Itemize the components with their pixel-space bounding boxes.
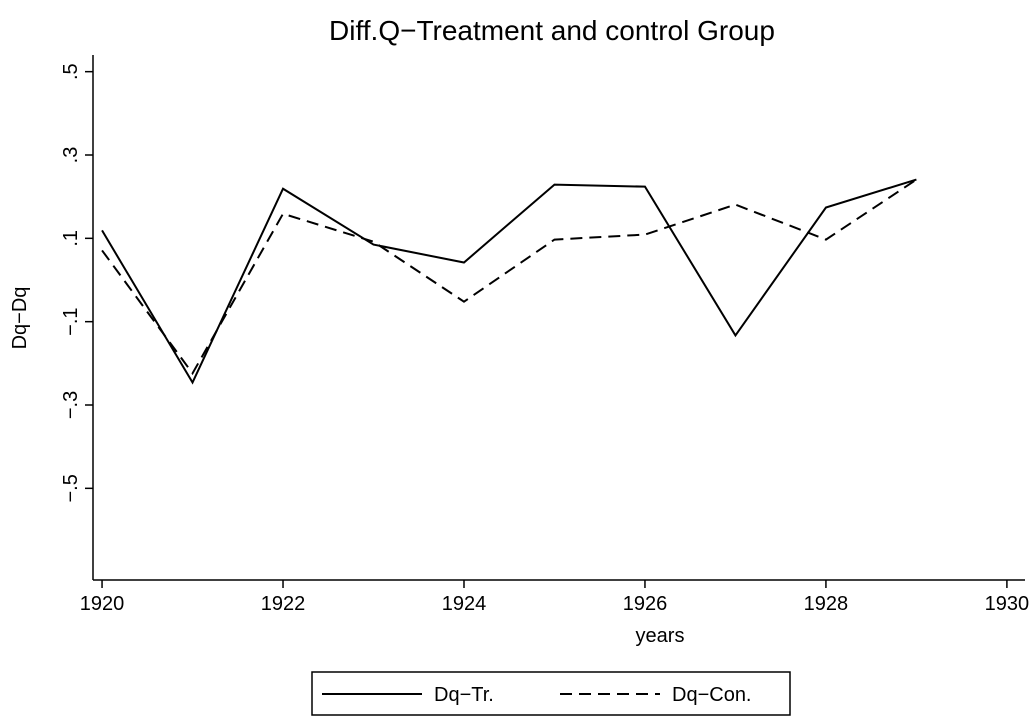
y-tick-label: .3 (60, 147, 82, 164)
legend-label: Dq−Con. (672, 684, 752, 706)
series-line (101, 178, 917, 376)
x-tick-label: 1930 (985, 593, 1030, 615)
legend-label: Dq−Tr. (434, 684, 494, 706)
y-tick-label: .5 (60, 63, 82, 80)
y-axis-label: Dq−Dq (9, 287, 31, 350)
chart-title: Diff.Q−Treatment and control Group (329, 15, 775, 46)
series-line (101, 178, 917, 385)
y-tick-label: .1 (60, 230, 82, 247)
x-tick-label: 1926 (623, 593, 668, 615)
x-axis-label: years (636, 625, 685, 647)
x-tick-label: 1928 (804, 593, 849, 615)
x-tick-label: 1922 (261, 593, 306, 615)
y-tick-label: −.1 (60, 307, 82, 335)
y-tick-label: −.3 (60, 391, 82, 419)
x-tick-label: 1924 (442, 593, 487, 615)
x-tick-label: 1920 (80, 593, 125, 615)
y-tick-label: −.5 (60, 474, 82, 502)
